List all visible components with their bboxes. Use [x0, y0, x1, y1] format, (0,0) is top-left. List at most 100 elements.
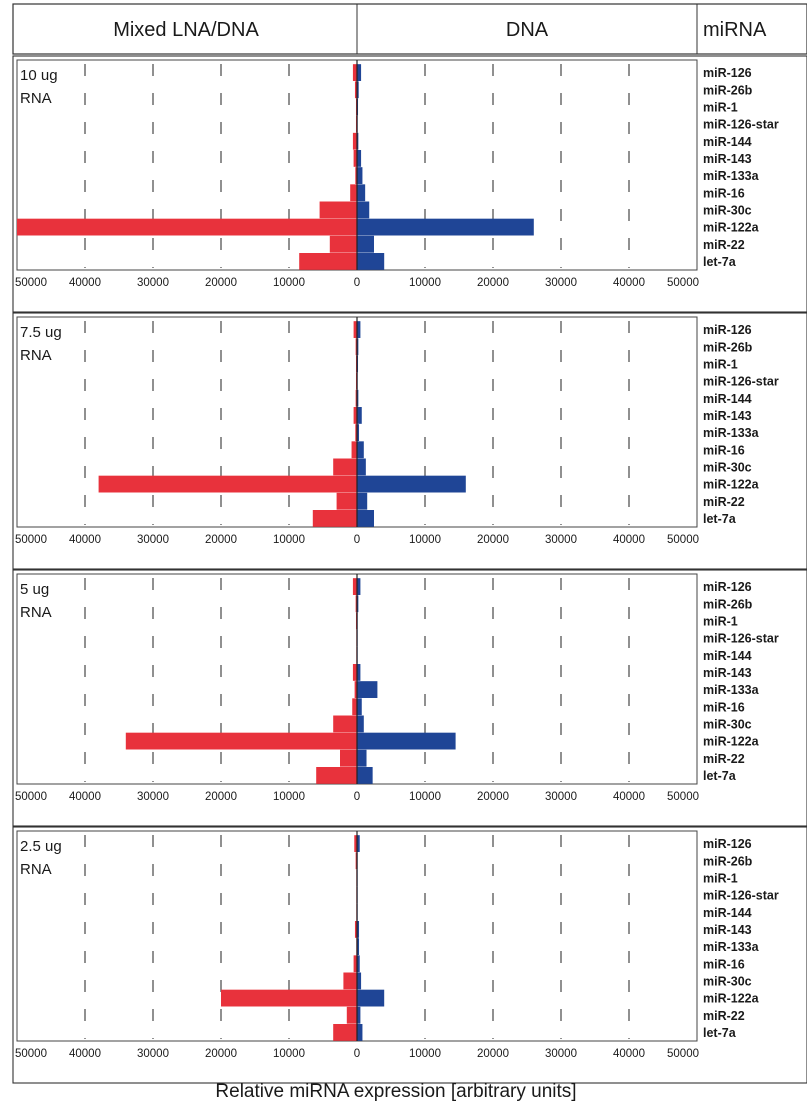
bar-mixed-miR-126 [352, 64, 357, 81]
panel-amount-label: 2.5 ug [20, 838, 62, 855]
header-frame [12, 3, 807, 55]
x-tick-label: 10000 [273, 534, 305, 546]
mirna-label: miR-122a [703, 221, 760, 235]
bar-dna-miR-26b [357, 338, 359, 356]
x-tick-label: 30000 [137, 277, 169, 289]
mirna-label: miR-126 [703, 837, 752, 851]
mirna-label: miR-126 [703, 580, 752, 594]
bar-dna-miR-30c [357, 201, 370, 219]
mirna-label: miR-26b [703, 340, 753, 354]
panel-1: miR-126 miR-26b miR-1 miR-126-star miR-144 mi… [12, 312, 807, 570]
mirna-label: miR-16 [703, 700, 745, 714]
mirna-label: miR-122a [703, 735, 760, 749]
bar-dna-miR-16 [357, 955, 360, 973]
bar-mixed-let-7a [316, 767, 357, 784]
mirna-label: miR-144 [703, 649, 752, 663]
x-tick-label: 40000 [613, 277, 645, 289]
mirna-label: miR-30c [703, 717, 752, 731]
x-tick-label: 30000 [545, 277, 577, 289]
mirna-label: miR-26b [703, 83, 753, 97]
x-tick-label: 20000 [477, 791, 509, 803]
mirna-label: let-7a [703, 255, 737, 269]
bar-dna-let-7a [357, 510, 374, 527]
chart-panels: miR-126 miR-26b miR-1 miR-126-star miR-144 mi… [12, 55, 807, 1084]
x-tick-label: 50000 [15, 534, 47, 546]
x-tick-label: 10000 [273, 277, 305, 289]
bar-dna-miR-22 [357, 749, 367, 767]
bar-mixed-miR-16 [352, 698, 357, 716]
x-tick-label: 50000 [15, 277, 47, 289]
mirna-label: miR-133a [703, 683, 760, 697]
mirna-label: miR-22 [703, 1009, 745, 1023]
panel-frame [12, 826, 807, 1084]
x-tick-label: 20000 [205, 791, 237, 803]
bar-mixed-miR-26b [354, 81, 357, 99]
x-tick-label: 50000 [667, 791, 699, 803]
x-tick-label: 40000 [613, 534, 645, 546]
x-tick-label: 20000 [205, 1048, 237, 1060]
bar-dna-miR-26b [357, 81, 359, 99]
bar-dna-miR-143 [357, 150, 362, 167]
mirna-label: miR-1 [703, 614, 738, 628]
panel-2: miR-126 miR-26b miR-1 miR-126-star miR-144 mi… [12, 569, 807, 827]
panel-rna-label: RNA [20, 861, 52, 878]
bar-mixed-miR-143 [353, 407, 357, 424]
bar-mixed-let-7a [312, 510, 357, 527]
mirna-label: miR-144 [703, 392, 752, 406]
bar-dna-miR-143 [357, 921, 360, 938]
mirna-label: miR-122a [703, 478, 760, 492]
bar-mixed-miR-122a [98, 475, 357, 493]
bar-mixed-miR-26b [355, 852, 357, 870]
mirna-label: miR-133a [703, 169, 760, 183]
mirna-label: miR-16 [703, 443, 745, 457]
x-tick-label: 40000 [69, 277, 101, 289]
mirna-label: miR-1 [703, 357, 738, 371]
bar-dna-miR-22 [357, 1006, 361, 1024]
bar-dna-let-7a [357, 253, 385, 270]
mirna-label: miR-26b [703, 854, 753, 868]
bar-mixed-miR-30c [319, 201, 357, 219]
mirna-label: miR-133a [703, 426, 760, 440]
panel-amount-label: 7.5 ug [20, 324, 62, 341]
bar-mixed-miR-122a [125, 732, 357, 750]
x-tick-label: 0 [354, 791, 360, 803]
panel-frame [12, 55, 807, 313]
x-tick-label: 40000 [613, 1048, 645, 1060]
panel-rna-label: RNA [20, 347, 52, 364]
bar-mixed-miR-133a [355, 167, 357, 184]
bar-dna-miR-144 [357, 389, 359, 407]
mirna-label: miR-126 [703, 66, 752, 80]
header-row: Mixed LNA/DNA DNA miRNA [12, 3, 807, 55]
mirna-label: miR-22 [703, 752, 745, 766]
panel-frame [12, 569, 807, 827]
mirna-label: let-7a [703, 1026, 737, 1040]
bar-dna-miR-30c [357, 972, 362, 990]
bar-dna-miR-16 [357, 698, 362, 716]
x-tick-label: 50000 [667, 1048, 699, 1060]
mirna-label: miR-16 [703, 957, 745, 971]
bar-dna-miR-126 [357, 578, 361, 595]
mirna-label: miR-1 [703, 100, 738, 114]
bar-dna-miR-16 [357, 441, 364, 459]
bar-mixed-miR-16 [350, 184, 357, 202]
x-tick-label: 50000 [667, 277, 699, 289]
x-axis-label: Relative miRNA expression [arbitrary uni… [215, 1081, 576, 1102]
bar-dna-miR-133a [357, 424, 360, 441]
mirna-label: miR-22 [703, 238, 745, 252]
x-tick-label: 10000 [409, 1048, 441, 1060]
bar-mixed-miR-30c [343, 972, 357, 990]
bar-mixed-miR-16 [353, 955, 357, 973]
x-tick-label: 50000 [15, 1048, 47, 1060]
bar-mixed-miR-143 [353, 150, 357, 167]
mirna-label: miR-144 [703, 135, 752, 149]
bar-mixed-miR-16 [351, 441, 357, 459]
x-tick-label: 20000 [477, 277, 509, 289]
bar-mixed-let-7a [333, 1024, 357, 1041]
bar-dna-miR-133a [357, 167, 363, 184]
panel-frame [12, 312, 807, 570]
bar-mixed-miR-22 [346, 1006, 357, 1024]
bar-dna-miR-122a [357, 218, 534, 236]
mirna-label: miR-1 [703, 871, 738, 885]
x-tick-label: 50000 [667, 534, 699, 546]
